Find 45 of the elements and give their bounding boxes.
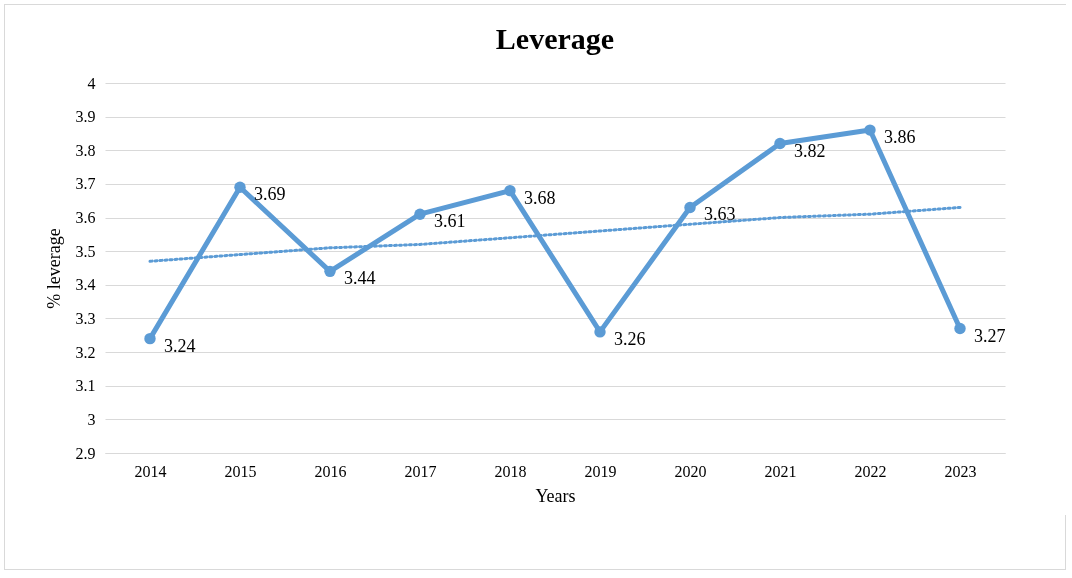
y-axis-title: % leverage xyxy=(43,228,64,309)
point xyxy=(774,137,786,150)
data-label: 3.26 xyxy=(614,328,646,349)
data-label: 3.63 xyxy=(704,204,736,225)
y-tick-label: 3.9 xyxy=(75,108,96,126)
point xyxy=(144,332,156,345)
y-tick-label: 3.3 xyxy=(75,309,96,327)
y-tick-label: 4 xyxy=(87,74,96,92)
data-label: 3.68 xyxy=(524,187,556,208)
point xyxy=(954,322,966,335)
x-tick-label: 2023 xyxy=(944,462,977,480)
point xyxy=(864,124,876,136)
y-tick-label: 3.6 xyxy=(75,209,96,227)
y-tick-label: 3.4 xyxy=(75,276,96,294)
point xyxy=(234,181,246,193)
x-tick-label: 2016 xyxy=(314,462,347,480)
chart-title: Leverage xyxy=(495,22,615,55)
y-tick-label: 3 xyxy=(87,410,96,428)
x-axis-title: Years xyxy=(535,485,576,506)
point xyxy=(684,201,696,214)
x-tick-label: 2017 xyxy=(404,462,437,480)
y-tick-label: 3.7 xyxy=(75,175,96,193)
x-tick-label: 2022 xyxy=(854,462,887,480)
x-tick-label: 2019 xyxy=(584,462,617,480)
point xyxy=(414,208,426,220)
data-label: 3.24 xyxy=(164,335,196,356)
data-label: 3.44 xyxy=(344,268,376,289)
y-tick-label: 3.1 xyxy=(75,377,96,395)
x-tick-label: 2015 xyxy=(224,462,257,480)
x-tick-label: 2018 xyxy=(494,462,527,480)
y-tick-label: 3.2 xyxy=(75,343,96,361)
data-label: 3.61 xyxy=(434,211,466,232)
x-tick-label: 2014 xyxy=(134,462,167,480)
y-tick-label: 2.9 xyxy=(75,444,96,462)
x-tick-label: 2021 xyxy=(764,462,797,480)
data-label: 3.86 xyxy=(884,127,916,148)
point xyxy=(504,184,516,197)
x-tick-label: 2020 xyxy=(674,462,707,480)
point xyxy=(324,265,336,278)
data-label: 3.27 xyxy=(974,325,1006,346)
data-label: 3.82 xyxy=(794,140,826,161)
point xyxy=(594,326,606,338)
y-tick-label: 3.8 xyxy=(75,141,96,159)
data-label: 3.69 xyxy=(254,184,286,205)
y-tick-label: 3.5 xyxy=(75,242,96,260)
